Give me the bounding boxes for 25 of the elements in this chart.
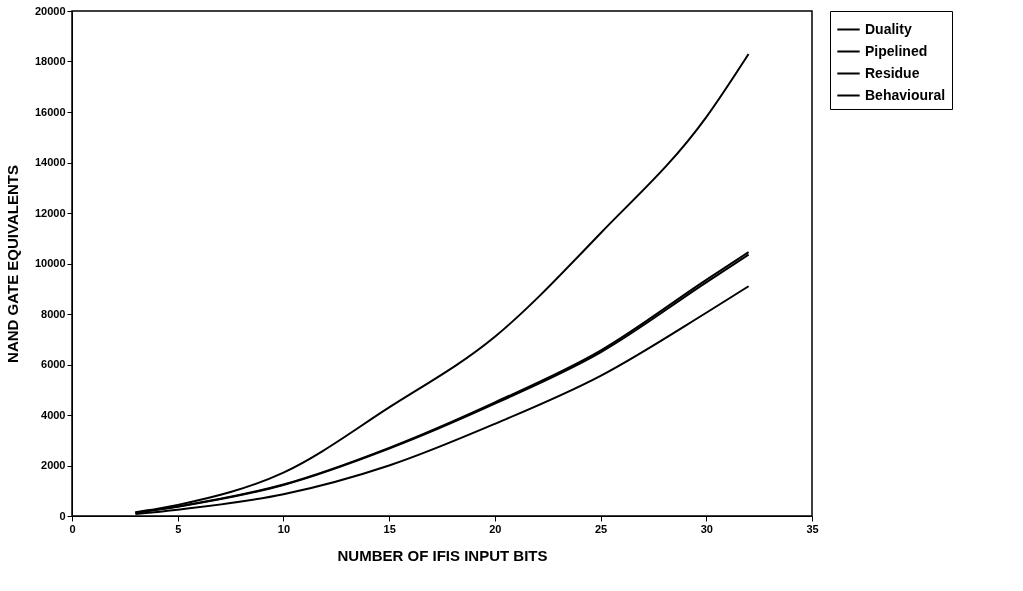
legend-label: Residue <box>865 64 920 81</box>
x-tick-label: 0 <box>69 522 76 535</box>
x-axis-title: NUMBER OF IFIS INPUT BITS <box>337 546 548 564</box>
x-tick-label: 15 <box>383 522 396 535</box>
y-tick-label: 10000 <box>34 257 66 269</box>
y-tick-label: 20000 <box>34 4 66 17</box>
y-tick-label: 12000 <box>34 206 66 219</box>
x-tick-label: 20 <box>489 522 502 535</box>
y-tick-label: 6000 <box>41 358 66 370</box>
y-axis-title: NAND GATE EQUIVALENTS <box>3 165 21 363</box>
y-tick-label: 16000 <box>34 105 66 118</box>
x-tick-label: 25 <box>594 522 608 535</box>
y-tick-label: 0 <box>59 509 66 522</box>
x-tick-label: 5 <box>175 522 182 535</box>
legend-label: Duality <box>865 20 912 37</box>
y-tick-label: 2000 <box>41 459 66 471</box>
y-tick-label: 14000 <box>34 156 66 168</box>
x-tick-label: 35 <box>806 522 819 535</box>
y-tick-label: 4000 <box>41 408 66 421</box>
x-tick-label: 10 <box>277 522 291 535</box>
y-tick-label: 18000 <box>34 55 66 67</box>
y-tick-label: 8000 <box>41 307 66 320</box>
legend-label: Behavioural <box>865 86 946 103</box>
x-tick-label: 30 <box>700 522 713 535</box>
legend-label: Pipelined <box>865 42 928 59</box>
